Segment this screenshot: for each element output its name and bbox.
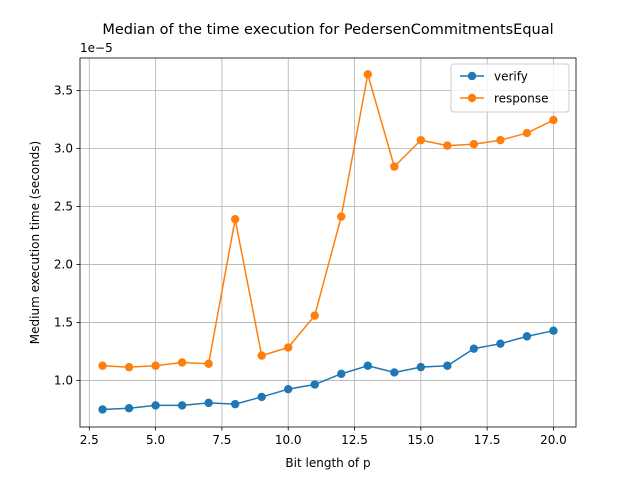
response-point: [124, 362, 134, 372]
verify-point: [390, 368, 399, 377]
verify-point: [124, 404, 134, 413]
chart-title: Median of the time execution for Pederse…: [102, 22, 553, 38]
verify-point: [177, 401, 187, 410]
legend-label: verify: [494, 70, 528, 84]
verify-point: [549, 326, 558, 335]
x-tick-label: 10.0: [275, 433, 302, 447]
legend-marker: [467, 71, 477, 81]
y-tick-label: 3.5: [54, 83, 73, 97]
response-point: [390, 162, 399, 171]
x-tick-label: 5.0: [146, 433, 165, 447]
y-tick-label: 1.0: [54, 374, 73, 388]
verify-point: [230, 399, 240, 409]
series-response: [98, 70, 558, 372]
verify-point: [522, 332, 532, 341]
legend-item-response: response: [460, 92, 549, 106]
legend-marker: [467, 93, 477, 103]
x-tick-label: 20.0: [540, 433, 567, 447]
x-axis-label: Bit length of p: [285, 456, 370, 470]
response-point: [257, 351, 266, 360]
x-tick-label: 2.5: [80, 433, 99, 447]
verify-point: [443, 361, 452, 370]
response-point: [310, 311, 319, 320]
response-point: [416, 135, 426, 145]
response-point: [363, 70, 372, 79]
response-point: [204, 359, 213, 368]
verify-point: [469, 344, 479, 353]
verify-point: [363, 361, 372, 370]
verify-point: [257, 392, 266, 402]
verify-point: [151, 401, 160, 410]
series-verify: [98, 326, 558, 414]
y-offset-label: 1e−5: [80, 41, 113, 55]
legend-item-verify: verify: [460, 70, 528, 84]
response-point: [284, 343, 293, 352]
y-tick-label: 2.0: [54, 258, 73, 272]
verify-point: [337, 369, 346, 379]
x-tick-label: 7.5: [212, 433, 231, 447]
response-point: [177, 358, 187, 367]
x-axis: 2.5 5.0 7.5 10.0 12.5 15.0 17.5 20.0: [80, 427, 567, 447]
plot-frame: [79, 57, 577, 428]
response-point: [443, 141, 452, 150]
series-layer: [98, 70, 558, 414]
verify-line: [102, 329, 554, 411]
y-axis-label: Medium execution time (seconds): [28, 141, 42, 344]
legend: verify response: [450, 63, 570, 113]
y-axis: 1.0 1.5 2.0 2.5 3.0 3.5: [54, 83, 80, 388]
response-point: [230, 214, 240, 224]
response-point: [549, 115, 558, 125]
x-tick-label: 12.5: [341, 433, 368, 447]
response-point: [151, 361, 160, 370]
response-point: [522, 128, 532, 138]
response-point: [98, 361, 107, 370]
response-point: [469, 140, 479, 149]
x-tick-label: 15.0: [407, 433, 434, 447]
verify-point: [284, 384, 293, 394]
response-line: [102, 73, 554, 368]
verify-point: [416, 362, 426, 372]
verify-point: [496, 339, 505, 348]
y-tick-label: 1.5: [54, 316, 73, 330]
verify-point: [98, 405, 107, 414]
response-point: [337, 212, 346, 221]
legend-label: response: [494, 92, 549, 106]
verify-point: [310, 380, 319, 389]
response-point: [496, 135, 505, 145]
y-tick-label: 2.5: [54, 200, 73, 214]
verify-point: [204, 398, 213, 408]
x-tick-label: 17.5: [474, 433, 501, 447]
y-tick-label: 3.0: [54, 142, 73, 156]
